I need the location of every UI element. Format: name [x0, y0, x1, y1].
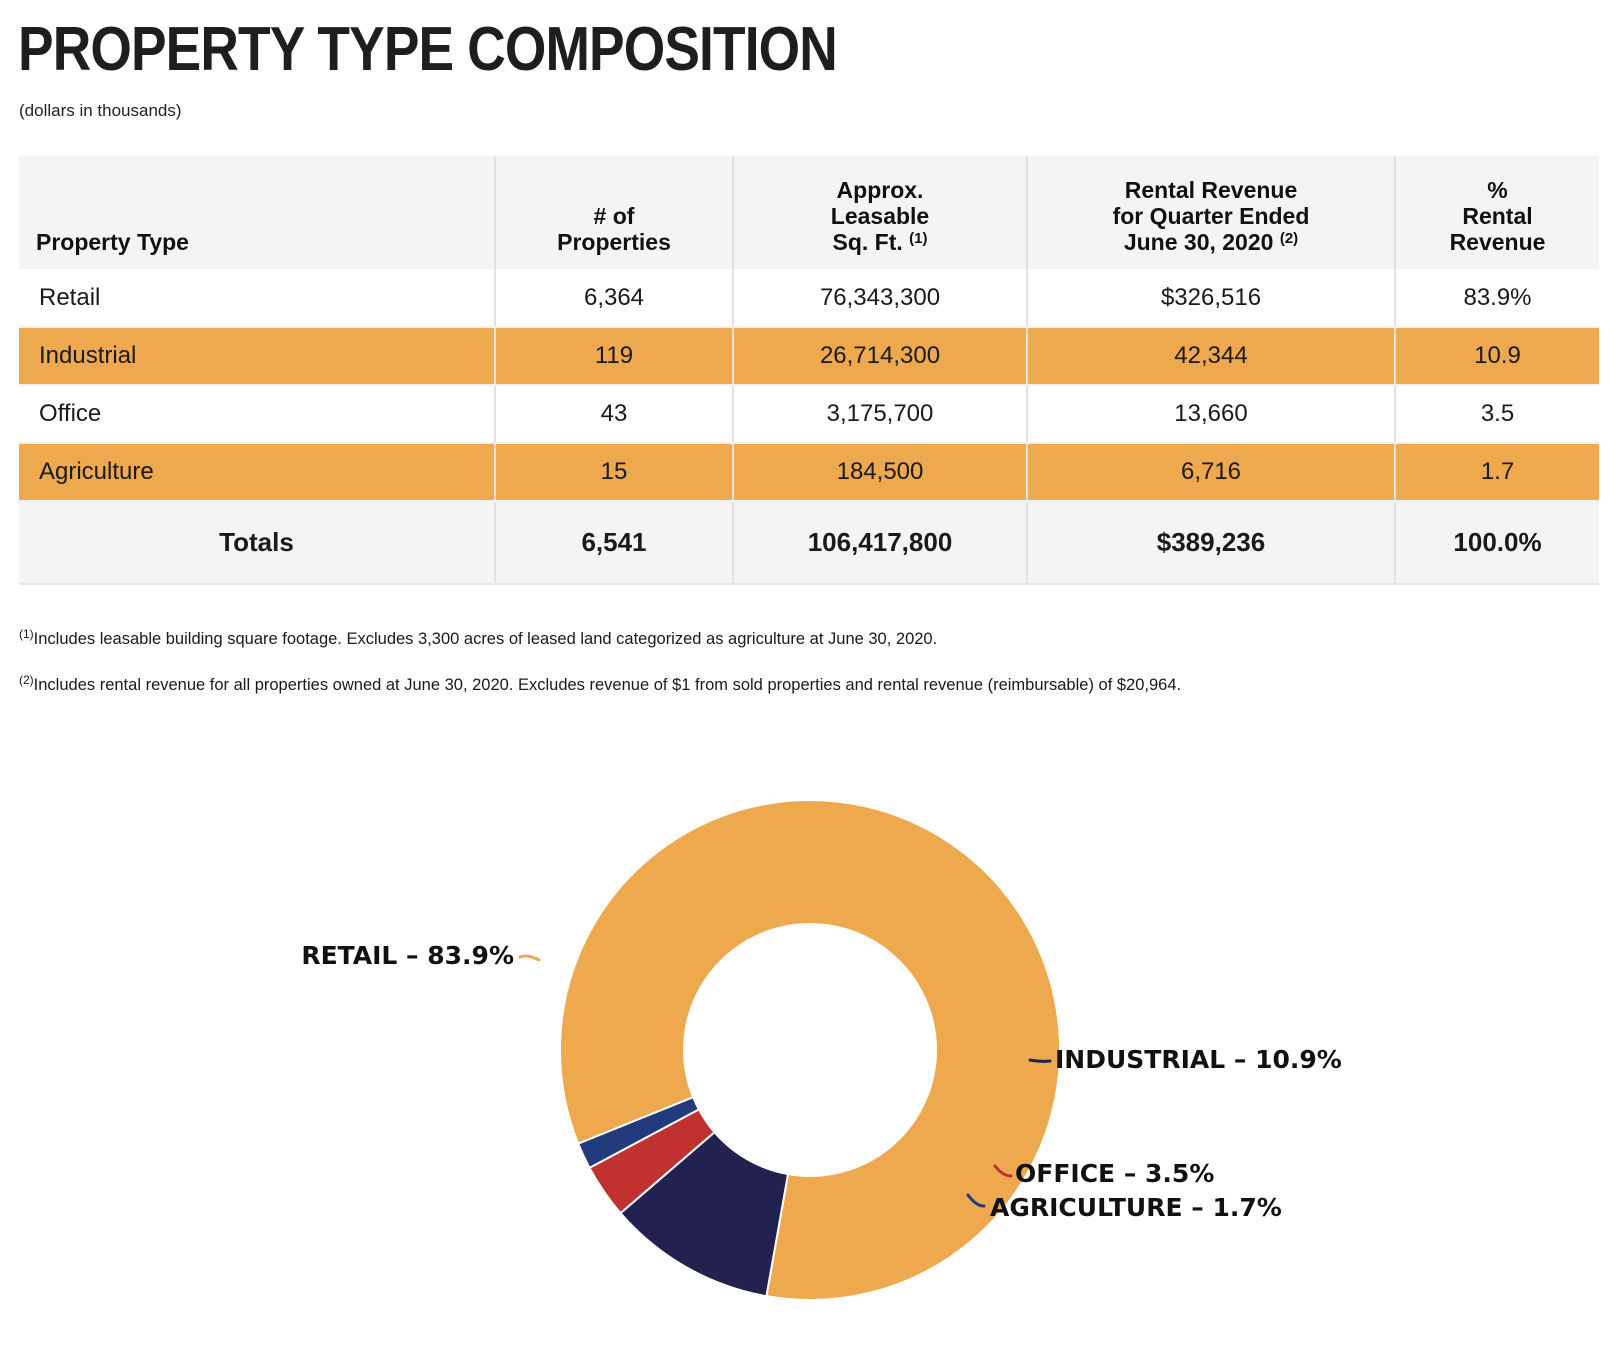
- header-revenue: Rental Revenue for Quarter Ended June 30…: [1026, 156, 1395, 269]
- cell-properties: 15: [494, 443, 733, 502]
- header-line: Properties: [557, 229, 671, 255]
- header-line: # of: [593, 203, 635, 229]
- page-title: PROPERTY TYPE COMPOSITION: [18, 15, 838, 84]
- cell-property-type: Office: [19, 385, 495, 444]
- totals-properties: 6,541: [494, 501, 733, 585]
- footnote-mark: (2): [19, 673, 34, 687]
- table-row: Office 43 3,175,700 13,660 3.5: [19, 385, 1599, 444]
- slice-retail: [559, 799, 1061, 1301]
- leader-line-agriculture: [966, 1193, 986, 1208]
- header-line: Rental Revenue: [1124, 177, 1298, 203]
- cell-pct: 10.9: [1394, 327, 1599, 386]
- header-line: Approx.: [836, 177, 924, 203]
- header-properties: # of Properties: [494, 156, 733, 269]
- cell-properties: 6,364: [494, 269, 733, 328]
- footnote-2: (2)Includes rental revenue for all prope…: [19, 673, 1182, 695]
- cell-properties: 43: [494, 385, 733, 444]
- cell-property-type: Agriculture: [19, 443, 495, 502]
- units-note: (dollars in thousands): [19, 101, 182, 120]
- header-pct-revenue: % Rental Revenue: [1394, 156, 1599, 269]
- footnote-ref-2: (2): [1279, 230, 1299, 247]
- cell-pct: 3.5: [1394, 385, 1599, 444]
- table-row: Industrial 119 26,714,300 42,344 10.9: [19, 327, 1599, 386]
- totals-revenue: $389,236: [1026, 501, 1395, 585]
- table-row: Retail 6,364 76,343,300 $326,516 83.9%: [19, 269, 1599, 328]
- cell-revenue: 13,660: [1026, 385, 1395, 444]
- slice-label-industrial: INDUSTRIAL – 10.9%: [1055, 1045, 1342, 1074]
- cell-revenue: 42,344: [1026, 327, 1395, 386]
- cell-pct: 83.9%: [1394, 269, 1599, 328]
- totals-pct: 100.0%: [1394, 501, 1599, 585]
- leader-line-office: [993, 1164, 1013, 1178]
- footnote-text: Includes leasable building square footag…: [33, 630, 938, 648]
- slice-label-office: OFFICE – 3.5%: [1015, 1159, 1214, 1188]
- leader-line-industrial: [1028, 1058, 1052, 1063]
- cell-sqft: 76,343,300: [732, 269, 1027, 328]
- cell-property-type: Industrial: [19, 327, 495, 386]
- cell-sqft: 3,175,700: [732, 385, 1027, 444]
- footnote-text: Includes rental revenue for all properti…: [33, 676, 1182, 694]
- footnote-ref-1: (1): [909, 230, 928, 247]
- slice-agriculture: [576, 1095, 701, 1170]
- cell-sqft: 26,714,300: [732, 327, 1027, 386]
- totals-label: Totals: [19, 501, 495, 585]
- table-header-row: Property Type # of Properties Approx. Le…: [19, 156, 1599, 269]
- header-line: Sq. Ft. (1): [742, 229, 1018, 255]
- cell-properties: 119: [494, 327, 733, 386]
- cell-sqft: 184,500: [732, 443, 1027, 502]
- header-line: Rental: [1462, 203, 1533, 229]
- header-line-text: Sq. Ft.: [832, 229, 903, 255]
- header-line: for Quarter Ended: [1112, 203, 1310, 229]
- header-line-text: June 30, 2020: [1123, 229, 1274, 255]
- header-line: Revenue: [1449, 229, 1546, 255]
- footnote-mark: (1): [19, 627, 34, 641]
- cell-revenue: $326,516: [1026, 269, 1395, 328]
- slice-label-retail: RETAIL – 83.9%: [301, 941, 514, 970]
- header-sqft: Approx. Leasable Sq. Ft. (1): [732, 156, 1027, 269]
- composition-table: Property Type # of Properties Approx. Le…: [19, 156, 1599, 585]
- cell-revenue: 6,716: [1026, 443, 1395, 502]
- cell-property-type: Retail: [19, 269, 495, 328]
- slice-label-agriculture: AGRICULTURE – 1.7%: [990, 1193, 1282, 1222]
- footnote-1: (1)Includes leasable building square foo…: [19, 627, 938, 649]
- table-row: Agriculture 15 184,500 6,716 1.7: [19, 443, 1599, 502]
- header-property-type: Property Type: [36, 229, 189, 255]
- leader-line-retail: [518, 954, 541, 962]
- cell-pct: 1.7: [1394, 443, 1599, 502]
- totals-row: Totals 6,541 106,417,800 $389,236 100.0%: [19, 501, 1599, 585]
- header-line: Leasable: [830, 203, 930, 229]
- header-line: June 30, 2020 (2): [1036, 229, 1386, 255]
- totals-sqft: 106,417,800: [732, 501, 1027, 585]
- header-line: %: [1487, 177, 1508, 203]
